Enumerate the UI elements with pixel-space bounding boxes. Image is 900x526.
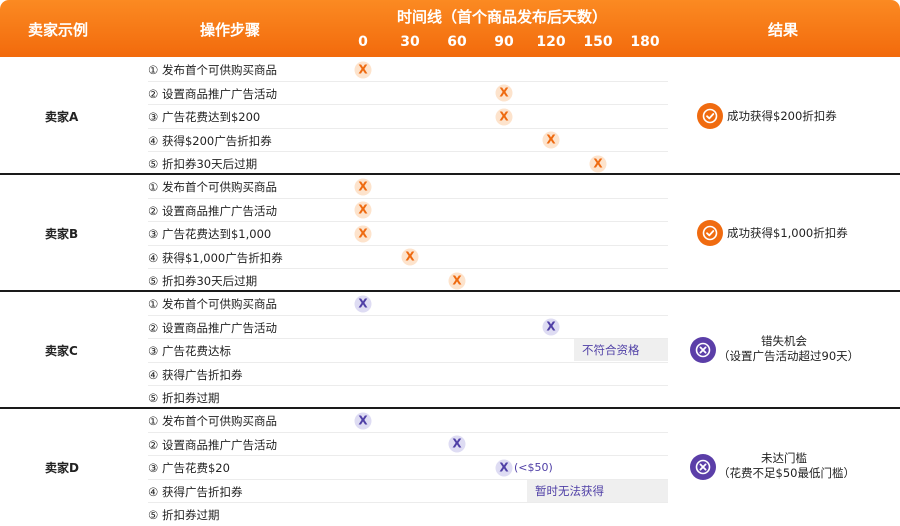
row-divider bbox=[148, 455, 668, 456]
row-divider bbox=[148, 104, 668, 105]
timeline-tick: 90 bbox=[494, 34, 514, 50]
row-divider bbox=[148, 361, 668, 363]
seller-label: 卖家B bbox=[45, 226, 79, 241]
step-label: ⑤ 折扣券过期 bbox=[148, 508, 220, 522]
row-divider bbox=[148, 502, 668, 503]
step-label: ② 设置商品推广广告活动 bbox=[148, 86, 277, 101]
row-divider bbox=[148, 244, 668, 246]
step-label: ② 设置商品推广广告活动 bbox=[148, 203, 277, 218]
check-icon bbox=[697, 102, 723, 129]
timeline-tick: 0 bbox=[358, 34, 368, 50]
table-header: 卖家示例 操作步骤 时间线（首个商品发布后天数） 0 30 60 90 120 … bbox=[0, 0, 900, 57]
row-divider bbox=[148, 431, 668, 433]
step-label: ⑤ 折扣券过期 bbox=[148, 391, 220, 405]
row-divider bbox=[148, 338, 668, 339]
row-divider bbox=[148, 314, 668, 316]
close-icon bbox=[690, 453, 716, 480]
timeline-marker: X bbox=[542, 131, 560, 149]
seller-label: 卖家A bbox=[45, 109, 79, 124]
result-text: 错失机会 （设置广告活动超过90天） bbox=[718, 333, 860, 364]
timeline-marker: X bbox=[401, 248, 419, 266]
timeline-marker: X bbox=[354, 178, 372, 196]
seller-label: 卖家C bbox=[45, 343, 78, 358]
result-text: 成功获得$1,000折扣券 bbox=[727, 225, 848, 240]
row-divider bbox=[148, 478, 668, 480]
timeline-tick: 150 bbox=[583, 34, 613, 50]
timeline-marker: X bbox=[495, 108, 513, 126]
step-label: ① 发布首个可供购买商品 bbox=[148, 63, 277, 77]
step-label: ① 发布首个可供购买商品 bbox=[148, 297, 277, 311]
timeline-marker: X bbox=[448, 435, 466, 453]
timeline-column-header: 时间线（首个商品发布后天数） bbox=[397, 8, 608, 26]
step-label: ④ 获得$1,000广告折扣券 bbox=[148, 250, 283, 265]
step-label: ④ 获得广告折扣券 bbox=[148, 367, 243, 382]
timeline-marker: X bbox=[495, 459, 513, 477]
timeline-marker: X bbox=[542, 318, 560, 336]
row-divider bbox=[148, 221, 668, 222]
row-divider bbox=[148, 197, 668, 199]
timeline-marker: X bbox=[589, 155, 607, 173]
timeline-tick: 60 bbox=[447, 34, 467, 50]
group-separator bbox=[0, 173, 900, 175]
step-label: ④ 获得广告折扣券 bbox=[148, 484, 243, 499]
result-column-header: 结果 bbox=[768, 21, 799, 39]
row-divider bbox=[148, 268, 668, 269]
steps-column-header: 操作步骤 bbox=[200, 21, 261, 39]
timeline-marker: X bbox=[354, 225, 372, 243]
step-label: ② 设置商品推广广告活动 bbox=[148, 437, 277, 452]
ineligible-status-box: 暂时无法获得 bbox=[527, 479, 668, 502]
step-label: ③ 广告花费达到$200 bbox=[148, 110, 261, 124]
result-text: 未达门槛 （花费不足$50最低门槛） bbox=[718, 450, 855, 481]
step-label: ④ 获得$200广告折扣券 bbox=[148, 133, 272, 148]
group-separator bbox=[0, 290, 900, 292]
row-divider bbox=[148, 127, 668, 129]
seller-column-header: 卖家示例 bbox=[28, 21, 89, 39]
timeline-marker: X bbox=[354, 61, 372, 79]
step-label: ① 发布首个可供购买商品 bbox=[148, 180, 277, 194]
timeline-tick: 30 bbox=[400, 34, 420, 50]
step-label: ③ 广告花费$20 bbox=[148, 461, 230, 475]
result-line-2: （设置广告活动超过90天） bbox=[718, 348, 860, 363]
step-label: ② 设置商品推广广告活动 bbox=[148, 320, 277, 335]
step-label: ⑤ 折扣券30天后过期 bbox=[148, 274, 258, 288]
step-label: ① 发布首个可供购买商品 bbox=[148, 414, 277, 428]
ineligible-status-box: 不符合资格 bbox=[574, 339, 668, 361]
row-divider bbox=[148, 385, 668, 386]
result-text: 成功获得$200折扣券 bbox=[727, 108, 837, 123]
result-line-2: （花费不足$50最低门槛） bbox=[718, 465, 855, 480]
result-line-1: 错失机会 bbox=[761, 333, 807, 348]
close-icon bbox=[690, 336, 716, 363]
seller-label: 卖家D bbox=[45, 460, 79, 475]
timeline-marker: X bbox=[354, 201, 372, 219]
result-line-1: 未达门槛 bbox=[761, 450, 807, 465]
check-icon bbox=[697, 219, 723, 246]
timeline-marker: X bbox=[495, 84, 513, 102]
step-label: ③ 广告花费达标 bbox=[148, 344, 231, 358]
timeline-tick: 180 bbox=[630, 34, 660, 50]
marker-note: (<$50) bbox=[514, 460, 553, 474]
timeline-tick: 120 bbox=[536, 34, 566, 50]
row-divider bbox=[148, 80, 668, 82]
timeline-marker: X bbox=[354, 412, 372, 430]
row-divider bbox=[148, 151, 668, 152]
step-label: ⑤ 折扣券30天后过期 bbox=[148, 157, 258, 171]
step-label: ③ 广告花费达到$1,000 bbox=[148, 227, 272, 241]
timeline-marker: X bbox=[448, 272, 466, 290]
group-separator bbox=[0, 407, 900, 409]
timeline-marker: X bbox=[354, 295, 372, 313]
